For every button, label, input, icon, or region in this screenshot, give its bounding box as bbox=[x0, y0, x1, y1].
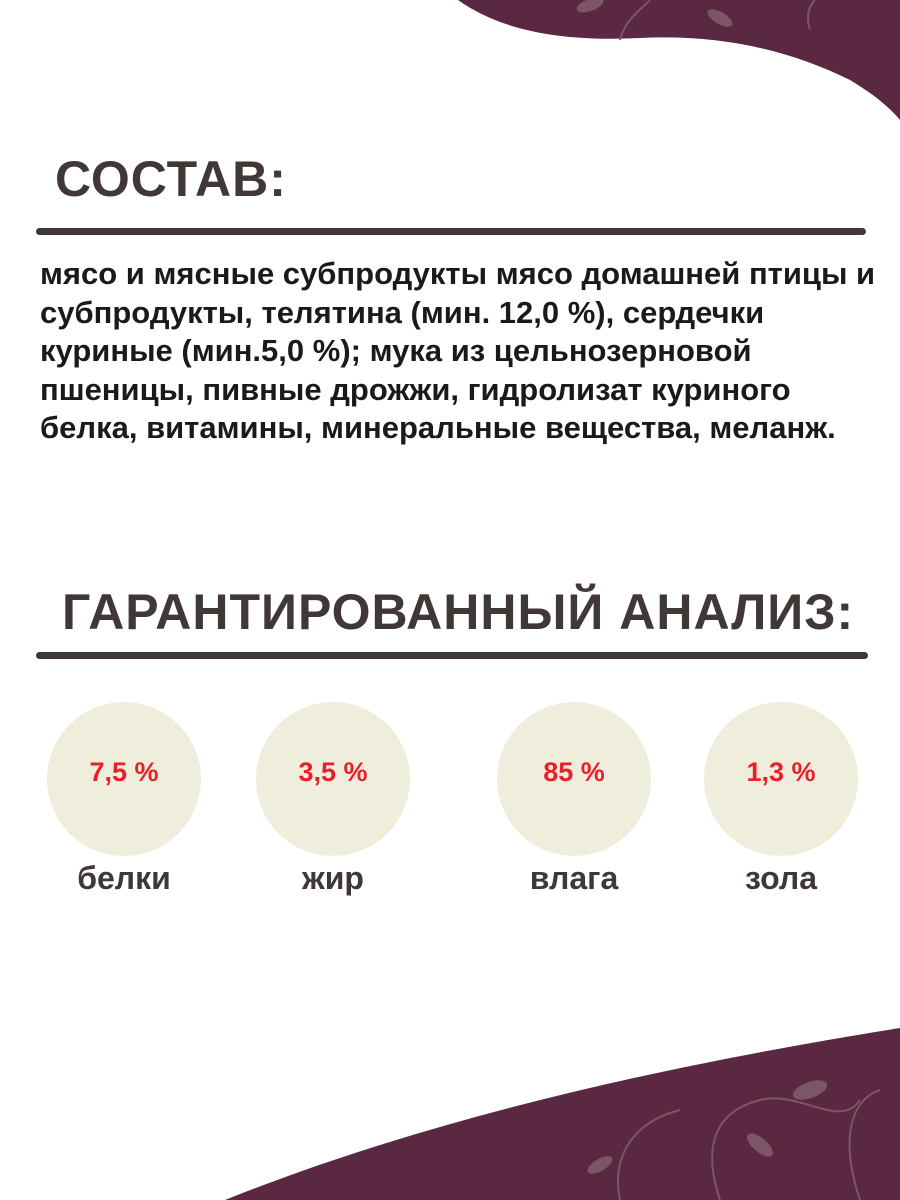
divider bbox=[36, 228, 866, 235]
value-circle: 7,5 % bbox=[47, 702, 201, 856]
analysis-item: 3,5 % жир bbox=[256, 702, 410, 897]
analysis-label: белки bbox=[77, 860, 171, 896]
divider bbox=[36, 652, 868, 659]
analysis-label: жир bbox=[302, 860, 364, 896]
value-circle: 1,3 % bbox=[704, 702, 858, 856]
analysis-title: ГАРАНТИРОВАННЫЙ АНАЛИЗ: bbox=[62, 584, 855, 640]
analysis-label: влага bbox=[529, 860, 619, 896]
value-circle: 85 % bbox=[497, 702, 651, 856]
analysis-label: зола bbox=[745, 860, 817, 896]
analysis-item: 85 % влага bbox=[497, 702, 651, 897]
analysis-item: 7,5 % белки bbox=[47, 702, 201, 897]
composition-text: мясо и мясные субпродукты мясо домашней … bbox=[40, 256, 876, 445]
composition-title: СОСТАВ: bbox=[55, 151, 287, 207]
bottom-floral-shape bbox=[225, 1028, 900, 1200]
top-floral-shape bbox=[458, 0, 900, 120]
floral-pattern bbox=[617, 0, 881, 1200]
value-circle: 3,5 % bbox=[256, 702, 410, 856]
analysis-item: 1,3 % зола bbox=[704, 702, 858, 897]
